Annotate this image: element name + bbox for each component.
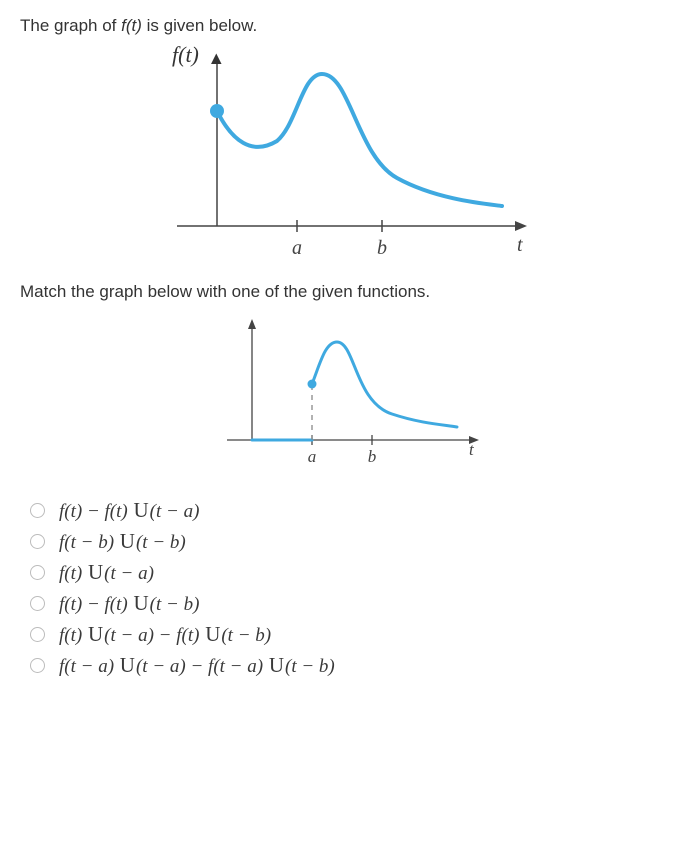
tick-a-label-2: a [308,447,317,466]
x-arrow-icon [515,221,527,231]
option-label: f(t) − f(t) U(t − b) [59,591,199,616]
option-label: f(t − a) U(t − a) − f(t − a) U(t − b) [59,653,335,678]
radio-icon[interactable] [30,596,45,611]
x-axis-label: t [517,234,523,256]
radio-icon[interactable] [30,627,45,642]
tick-b-label: b [377,237,387,259]
option-6[interactable]: f(t − a) U(t − a) − f(t − a) U(t − b) [30,653,674,678]
option-label: f(t) U(t − a) − f(t) U(t − b) [59,622,271,647]
radio-icon[interactable] [30,658,45,673]
option-label: f(t) U(t − a) [59,560,154,585]
start-dot-icon [210,104,224,118]
start-dot-icon-2 [308,380,317,389]
prompt-line-2: Match the graph below with one of the gi… [20,282,674,302]
option-3[interactable]: f(t) U(t − a) [30,560,674,585]
y-arrow-icon [248,319,256,329]
radio-icon[interactable] [30,565,45,580]
radio-icon[interactable] [30,534,45,549]
option-1[interactable]: f(t) − f(t) U(t − a) [30,498,674,523]
option-5[interactable]: f(t) U(t − a) − f(t) U(t − b) [30,622,674,647]
prompt-line-1: The graph of f(t) is given below. [20,16,674,36]
tick-a-label: a [292,237,302,259]
option-label: f(t − b) U(t − b) [59,529,186,554]
tick-b-label-2: b [368,447,377,466]
top-graph: a b t [147,46,547,266]
y-axis-label: f(t) ▲ [172,42,222,68]
option-4[interactable]: f(t) − f(t) U(t − b) [30,591,674,616]
radio-icon[interactable] [30,503,45,518]
option-label: f(t) − f(t) U(t − a) [59,498,199,523]
prompt1-a: The graph of [20,16,121,35]
options-group: f(t) − f(t) U(t − a) f(t − b) U(t − b) f… [20,498,674,678]
curve-2 [312,342,457,427]
prompt1-c: is given below. [142,16,257,35]
bottom-graph: a b t [197,312,497,482]
prompt1-b: f(t) [121,16,142,35]
bottom-graph-wrap: a b t [20,312,674,482]
option-2[interactable]: f(t − b) U(t − b) [30,529,674,554]
x-axis-label-2: t [469,440,475,459]
top-graph-wrap: f(t) ▲ a b t [20,46,674,266]
curve [217,74,502,206]
